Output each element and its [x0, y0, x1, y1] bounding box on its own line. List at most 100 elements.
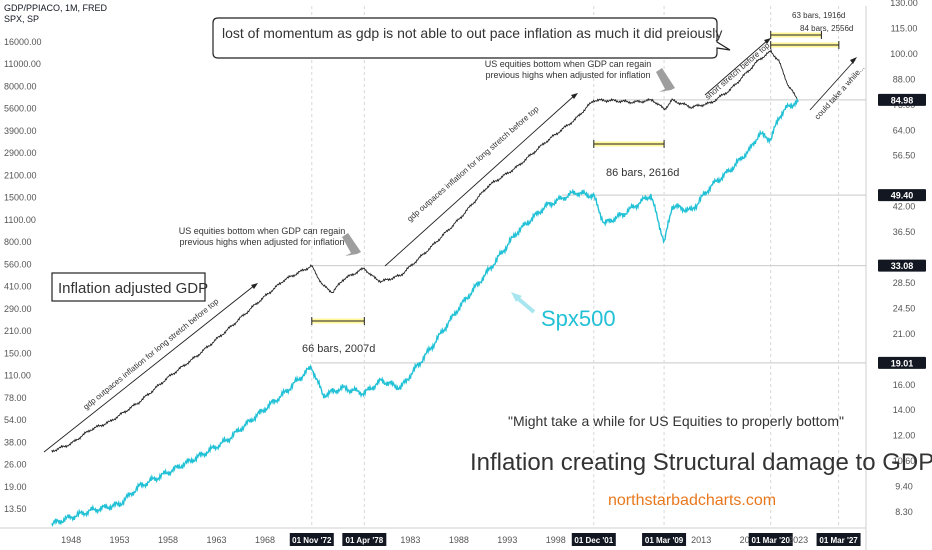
right-tick-label: 9.40	[895, 482, 913, 492]
time-badge-label: 01 Mar '27	[819, 536, 858, 545]
grid	[0, 6, 867, 550]
time-tick-label: 1983	[400, 535, 420, 545]
time-badge-13	[642, 533, 687, 546]
right-tick-label: 24.50	[893, 303, 916, 313]
price-badge-3	[878, 259, 926, 272]
range-label-3: 63 bars, 1916d	[792, 11, 845, 20]
left-tick-label: 19.00	[4, 482, 27, 492]
right-tick-label: 56.50	[893, 151, 916, 161]
left-tick-label: 800.00	[4, 237, 32, 247]
time-badge-12	[571, 533, 616, 546]
left-tick-label: 13.50	[4, 504, 27, 514]
chart-title: Inflation creating Structural damage to …	[470, 449, 932, 476]
left-tick-label: 3900.00	[4, 126, 37, 136]
range-label-4: 84 bars, 2556d	[800, 24, 853, 33]
left-tick-label: 2900.00	[4, 148, 37, 158]
left-tick-label: 2100.00	[4, 170, 37, 180]
time-badge-label: 01 Nov '72	[292, 536, 332, 545]
right-tick-label: 36.50	[893, 227, 916, 237]
time-tick-label: 1963	[206, 535, 226, 545]
bottom-note-1: US equities bottom when GDP can regain pr…	[179, 226, 361, 256]
diag-arrow-1: gdp outpaces inflation for long stretch …	[43, 283, 258, 453]
left-tick-label: 290.00	[4, 304, 32, 314]
website-text: northstarbadcharts.com	[608, 492, 776, 509]
time-axis[interactable]: 1948 1953 1958 1963 1968 01 Nov '72 01 Apr '78…	[61, 533, 861, 546]
left-tick-label: 54.00	[4, 415, 27, 425]
left-tick-label: 78.00	[4, 393, 27, 403]
left-tick-label: 560.00	[4, 259, 32, 269]
right-tick-label: 8.30	[895, 507, 913, 517]
left-tick-label: 1100.00	[4, 215, 36, 225]
svg-text:US equities bottom when GDP ca: US equities bottom when GDP can regain pr…	[179, 226, 345, 247]
right-tick-label: 16.00	[893, 380, 916, 390]
right-tick-label: 21.00	[893, 329, 916, 339]
headline-callout: lost of momentum as gdp is not able to o…	[212, 17, 731, 59]
series-lines	[51, 48, 799, 527]
time-badge-18	[816, 533, 861, 546]
left-tick-label: 410.00	[4, 282, 32, 292]
bottom-note-2: US equities bottom when GDP can regain pr…	[485, 59, 675, 92]
price-badge-2	[878, 189, 926, 202]
range-label-2: 86 bars, 2616d	[606, 167, 679, 179]
right-tick-label: 12.00	[893, 431, 916, 441]
bottom-note-1-line2: previous highs when adjusted for inflati…	[179, 237, 344, 247]
left-tick-label: 38.00	[4, 437, 27, 447]
price-badge-label-3: 33.08	[891, 261, 914, 271]
price-badge-1	[878, 93, 926, 106]
price-badge-4	[878, 356, 926, 369]
right-tick-label: 14.00	[893, 405, 916, 415]
spx-series-line	[51, 97, 799, 527]
range-label-1: 66 bars, 2007d	[302, 343, 375, 355]
chart-header-overlay: SPX, SP	[4, 14, 40, 24]
spx-label: Spx500	[511, 292, 616, 331]
bottom-note-2-line1: US equities bottom when GDP can regain	[485, 59, 651, 69]
spx-label-text: Spx500	[541, 306, 616, 331]
time-tick-label: 1958	[158, 535, 178, 545]
price-badge-label-4: 19.01	[891, 358, 914, 368]
diag-arrow-4-text: could take a while...	[813, 63, 867, 121]
right-tick-label: 64.00	[893, 125, 916, 135]
diag-arrow-2: gdp outpaces inflation for long stretch …	[384, 93, 578, 267]
time-badge-label: 01 Dec '01	[574, 536, 613, 545]
headline-callout-text: lost of momentum as gdp is not able to o…	[222, 25, 722, 41]
time-badge-label: 01 Mar '09	[645, 536, 684, 545]
left-tick-label: 5600.00	[4, 104, 37, 114]
time-badge-label: 01 Mar '20	[752, 536, 791, 545]
chart-header-symbol: GDP/PPIACO, 1M, FRED	[4, 3, 108, 13]
right-tick-label: 42.00	[893, 202, 916, 212]
right-tick-label: 28.50	[893, 278, 916, 288]
price-badge-label-1: 84.98	[891, 95, 914, 105]
marker-bands	[311, 31, 840, 325]
left-tick-label: 1500.00	[4, 193, 37, 203]
right-tick-label: 115.00	[891, 23, 918, 33]
right-tick-label: 130.00	[890, 0, 918, 8]
time-tick-label: 1948	[61, 535, 81, 545]
left-tick-label: 8000.00	[4, 81, 37, 91]
right-tick-label: 88.00	[893, 74, 916, 84]
left-tick-label: 26.00	[4, 460, 27, 470]
right-tick-label: 10.60	[893, 456, 916, 466]
svg-text:US equities bottom when GDP ca: US equities bottom when GDP can regain pr…	[485, 59, 651, 80]
time-tick-label: 2023	[788, 535, 808, 545]
time-tick-label: 2013	[691, 535, 711, 545]
price-badge-label-2: 49.40	[891, 191, 914, 201]
right-axis[interactable]: 130.00115.00100.0088.0076.0064.0056.5042…	[878, 0, 926, 517]
time-tick-label: 1998	[546, 535, 566, 545]
time-badge-7	[342, 533, 387, 546]
time-tick-label: 1953	[110, 535, 130, 545]
left-tick-label: 11000.00	[4, 59, 41, 69]
gdp-label-box: Inflation adjusted GDP	[51, 272, 208, 302]
quote-text: "Might take a while for US Equities to p…	[508, 413, 844, 429]
time-tick-label: 1993	[497, 535, 517, 545]
time-badge-16	[748, 533, 793, 546]
left-tick-label: 210.00	[4, 326, 32, 336]
time-badge-label: 01 Apr '78	[346, 536, 384, 545]
gdp-label-text: Inflation adjusted GDP	[58, 280, 208, 297]
time-tick-label: 1988	[449, 535, 469, 545]
left-tick-label: 150.00	[4, 348, 32, 358]
bottom-note-1-line1: US equities bottom when GDP can regain	[179, 226, 345, 236]
left-tick-label: 16000.00	[4, 37, 42, 47]
time-tick-label: 1968	[255, 535, 275, 545]
left-axis: 16000.00 11000.00 8000.00 5600.00 3900.00 290…	[4, 37, 42, 514]
